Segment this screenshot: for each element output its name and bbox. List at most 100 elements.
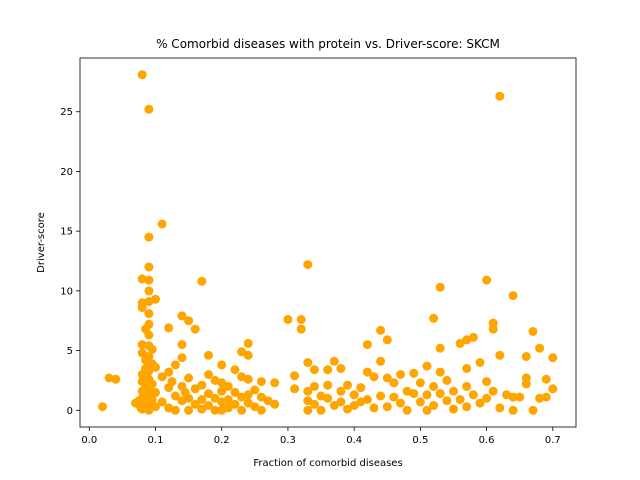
data-point [111,374,121,384]
data-point [488,324,498,334]
data-point [144,319,154,329]
data-point [144,286,154,296]
data-point [462,381,472,391]
data-point [137,70,147,80]
data-point [184,405,194,415]
y-axis-label: Driver-score [36,212,47,273]
x-tick-label: 0.4 [346,435,362,446]
data-point [164,323,174,333]
data-point [243,398,253,408]
data-point [336,364,346,373]
data-point [243,390,253,400]
data-point [435,282,445,292]
data-point [429,381,439,391]
data-point [309,365,319,375]
data-point [376,391,386,401]
data-point [482,377,492,387]
data-point [435,367,445,377]
data-point [422,361,432,371]
x-tick-label: 0.3 [280,435,296,446]
x-axis-ticks: 0.0 0.1 0.2 0.3 0.4 0.5 0.6 0.7 [81,427,561,446]
y-tick-label: 25 [60,107,73,118]
y-tick-label: 15 [60,227,73,238]
data-point [369,372,379,382]
data-point [323,380,333,390]
data-point [290,384,300,394]
data-point [204,370,213,379]
y-tick-label: 20 [60,167,73,178]
data-point [144,366,154,376]
data-point [137,274,147,284]
data-point [197,380,207,390]
data-point [151,362,160,372]
data-point [462,364,472,373]
data-point [144,352,154,361]
data-point [157,372,167,382]
data-point [455,395,465,404]
x-tick-label: 0.5 [412,435,428,446]
data-point [170,405,180,415]
data-point [541,392,551,402]
data-point [283,315,293,324]
x-tick-label: 0.7 [545,435,561,446]
data-point [256,392,266,402]
data-point [243,338,253,348]
data-point [449,386,458,396]
data-point [151,402,160,412]
data-point [296,324,306,334]
data-point [508,291,518,301]
data-point [303,260,313,270]
data-point [343,380,352,390]
data-point [389,392,399,402]
data-point [217,360,227,370]
data-point [535,343,545,353]
data-point [382,373,392,383]
data-point [197,395,207,404]
data-point [256,405,266,415]
data-point [449,404,458,414]
data-point [144,232,154,242]
data-point [170,360,180,370]
data-point [303,405,313,415]
data-point [270,399,280,409]
x-axis-label: Fraction of comorbid diseases [253,458,402,469]
data-point [204,389,213,399]
data-point [495,350,505,360]
data-point [104,373,114,383]
data-point [309,381,319,391]
data-point [442,375,452,385]
data-point [382,402,392,412]
data-point [250,385,260,395]
y-tick-label: 10 [60,286,73,297]
data-point [376,356,386,366]
plot-frame [79,57,577,428]
data-point [541,374,551,384]
data-point [204,350,213,360]
data-point [323,365,333,375]
data-point [495,403,505,413]
data-point [197,276,207,286]
data-point [336,397,346,407]
data-point [256,377,266,387]
data-point [177,311,187,321]
data-point [230,399,240,409]
data-point [184,316,194,326]
data-point [144,104,154,114]
data-point [170,391,180,401]
data-point [237,347,247,357]
data-point [210,405,220,415]
data-point [356,383,366,393]
data-point [177,340,187,350]
data-point [482,275,492,285]
data-point [137,340,147,350]
data-point [144,330,154,340]
data-point [197,404,207,414]
data-point [147,395,157,404]
data-point [303,396,313,406]
data-point [429,313,439,323]
data-point [508,405,518,415]
data-point [144,275,154,285]
data-point [137,303,147,313]
y-tick-label: 0 [67,406,73,417]
data-point [243,350,253,360]
